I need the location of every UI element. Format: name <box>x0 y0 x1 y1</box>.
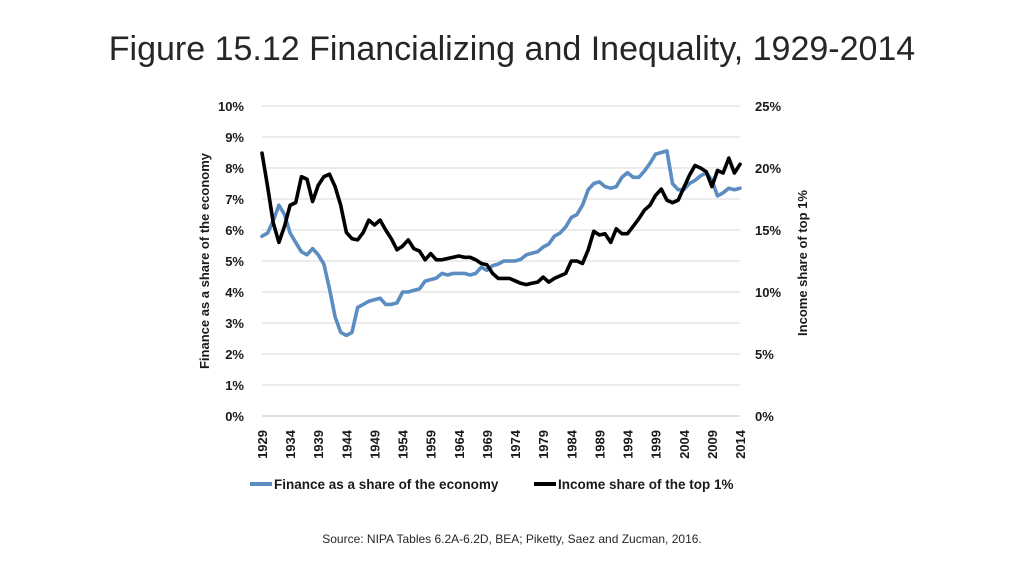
y-right-tick-label: 25% <box>755 99 781 114</box>
x-tick-label: 1939 <box>311 430 326 459</box>
x-tick-label: 1944 <box>339 429 354 459</box>
y-right-tick-label: 20% <box>755 161 781 176</box>
y-left-tick-label: 10% <box>218 99 244 114</box>
x-tick-label: 2009 <box>705 430 720 459</box>
legend-top1-label: Income share of the top 1% <box>558 477 734 492</box>
x-tick-label: 2014 <box>733 429 748 459</box>
y-left-tick-label: 9% <box>225 130 244 145</box>
x-tick-label: 1994 <box>621 429 636 459</box>
x-tick-label: 1929 <box>255 430 270 459</box>
y-left-tick-label: 8% <box>225 161 244 176</box>
x-tick-label: 1969 <box>480 430 495 459</box>
slide-title: Figure 15.12 Financializing and Inequali… <box>108 30 916 68</box>
y-right-tick-label: 0% <box>755 409 774 424</box>
y-left-tick-label: 1% <box>225 378 244 393</box>
y-left-tick-label: 2% <box>225 347 244 362</box>
y-left-tick-label: 6% <box>225 223 244 238</box>
x-tick-label: 1989 <box>592 430 607 459</box>
y-right-axis-title: Income share of top 1% <box>795 190 810 336</box>
x-tick-label: 1949 <box>367 430 382 459</box>
y-right-tick-label: 10% <box>755 285 781 300</box>
y-left-tick-label: 4% <box>225 285 244 300</box>
x-tick-label: 1979 <box>536 430 551 459</box>
finance-share-line <box>260 149 742 338</box>
y-left-axis-title: Finance as a share of the economy <box>197 152 212 369</box>
x-tick-label: 1954 <box>396 429 411 459</box>
y-left-tick-label: 0% <box>225 409 244 424</box>
x-tick-label: 1959 <box>424 430 439 459</box>
x-tick-label: 1984 <box>564 429 579 459</box>
legend-finance-label: Finance as a share of the economy <box>274 477 499 492</box>
x-tick-label: 1934 <box>283 429 298 459</box>
y-left-tick-label: 3% <box>225 316 244 331</box>
top1-income-share-line <box>260 151 742 287</box>
x-tick-label: 1974 <box>508 429 523 459</box>
y-left-tick-label: 7% <box>225 192 244 207</box>
y-left-tick-label: 5% <box>225 254 244 269</box>
y-right-tick-label: 15% <box>755 223 781 238</box>
x-tick-label: 1999 <box>649 430 664 459</box>
source-note: Source: NIPA Tables 6.2A-6.2D, BEA; Pike… <box>322 532 702 546</box>
y-right-tick-label: 5% <box>755 347 774 362</box>
x-tick-label: 2004 <box>677 429 692 459</box>
x-tick-label: 1964 <box>452 429 467 459</box>
